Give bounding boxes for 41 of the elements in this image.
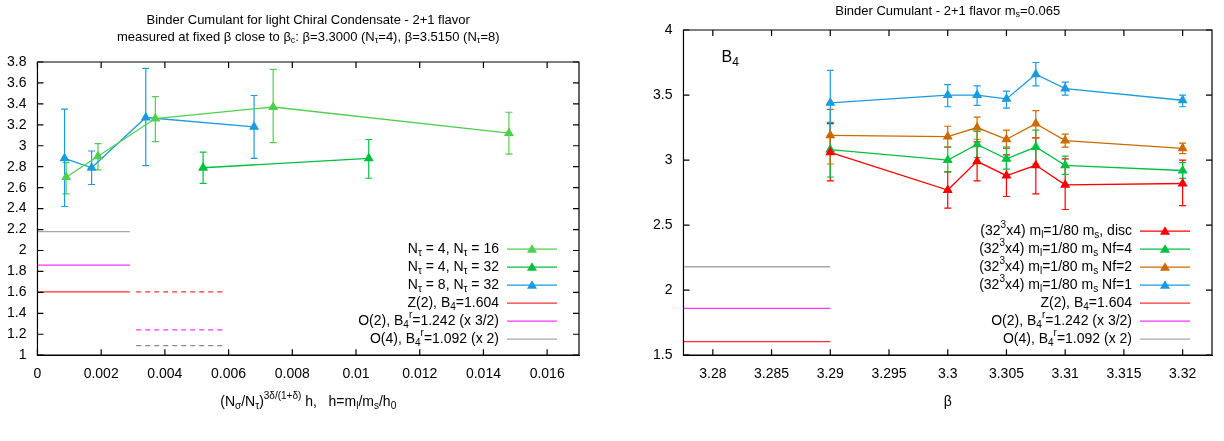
x-tick-label: 0 — [33, 365, 42, 382]
x-tick-label: 0.016 — [529, 365, 565, 382]
chart-title: Binder Cumulant for light Chiral Condensate - 2+1 flavor — [146, 11, 471, 27]
y-tick-label: 3.5 — [652, 85, 673, 102]
x-tick-label: 0.006 — [211, 365, 247, 382]
y-tick-label: 2.2 — [6, 220, 27, 237]
y-tick-label: 1 — [18, 346, 27, 363]
x-axis-title: β — [943, 393, 952, 410]
y-tick-label: 3.6 — [6, 73, 27, 90]
x-tick-label: 0.008 — [274, 365, 311, 382]
y-tick-label: 3.2 — [6, 115, 27, 132]
x-tick-label: 0.004 — [147, 365, 183, 382]
y-tick-label: 1.2 — [6, 325, 27, 342]
y-tick-label: 2.4 — [6, 199, 27, 216]
x-tick-label: 3.29 — [816, 365, 845, 382]
x-tick-label: 3.305 — [988, 365, 1025, 382]
y-tick-label: 1.5 — [652, 346, 673, 363]
y-tick-label: 4 — [664, 20, 673, 37]
y-tick-label: 3.8 — [6, 52, 27, 69]
y-tick-label: 2.5 — [652, 215, 673, 232]
y-tick-label: 1.4 — [6, 304, 27, 321]
y-tick-label: 1.6 — [6, 283, 27, 300]
y-tick-label: 3 — [664, 150, 673, 167]
x-tick-label: 3.315 — [1106, 365, 1142, 382]
x-tick-label: 3.3 — [938, 365, 958, 382]
y-tick-label: 2 — [664, 281, 673, 298]
x-tick-label: 0.014 — [465, 365, 502, 382]
y-tick-label: 2 — [18, 241, 27, 258]
y-tick-label: 3 — [18, 136, 27, 153]
x-tick-label: 3.28 — [699, 365, 727, 382]
x-tick-label: 3.31 — [1051, 365, 1080, 382]
y-tick-label: 2.8 — [6, 157, 27, 174]
x-tick-label: 3.295 — [871, 365, 907, 382]
x-tick-label: 3.285 — [754, 365, 790, 382]
x-tick-label: 0.012 — [402, 365, 438, 382]
y-tick-label: 1.8 — [6, 262, 27, 279]
x-tick-label: 3.32 — [1169, 365, 1197, 382]
x-tick-label: 0.002 — [83, 365, 119, 382]
y-tick-label: 3.4 — [6, 94, 27, 111]
x-tick-label: 0.01 — [342, 365, 370, 382]
y-tick-label: 2.6 — [6, 178, 27, 195]
